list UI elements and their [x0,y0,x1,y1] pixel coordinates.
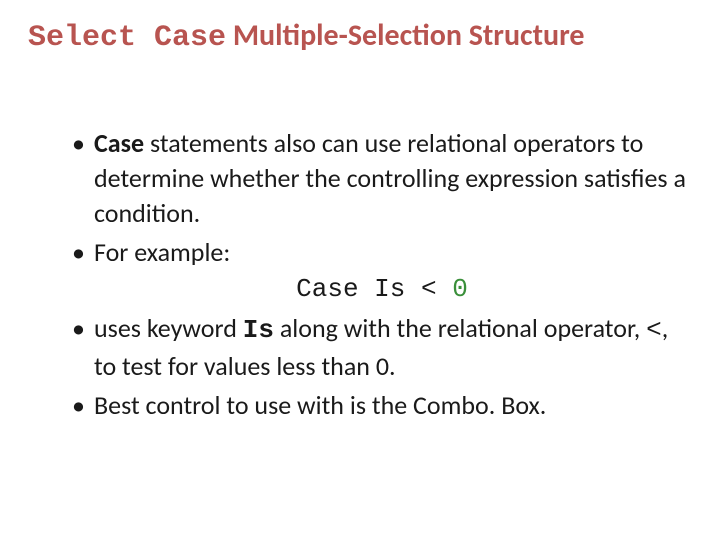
title-code-part: Select Case [28,21,226,55]
bullet-4-text: Best control to use with is the Combo. B… [94,389,546,421]
list-item: Case statements also can use relational … [72,126,692,231]
bullet-list: Case statements also can use relational … [28,126,692,423]
code-prefix: Case Is < [296,274,452,304]
bullet-3-pre: uses keyword [94,312,243,344]
code-zero: 0 [452,274,468,304]
bullet-2-text: For example: [94,236,230,268]
slide-title: Select Case Multiple-Selection Structure [28,18,692,56]
bullet-1-text: statements also can use relational opera… [94,127,686,229]
list-item: Best control to use with is the Combo. B… [72,388,692,423]
bullet-3-mid: along with the relational operator, [274,312,646,344]
code-example: Case Is < 0 [72,272,692,307]
keyword-is: Is [243,315,274,345]
list-item: For example: Case Is < 0 [72,235,692,307]
title-text-part: Multiple-Selection Structure [226,17,585,54]
operator-lt: < [646,315,662,345]
list-item: uses keyword Is along with the relationa… [72,311,692,383]
keyword-case: Case [94,127,144,159]
